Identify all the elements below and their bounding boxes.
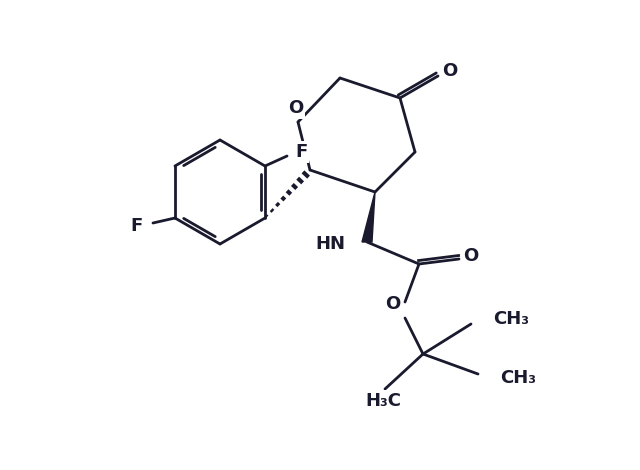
Text: F: F — [295, 143, 307, 161]
Text: O: O — [383, 301, 399, 319]
Text: F: F — [131, 217, 143, 235]
Text: O: O — [289, 99, 303, 117]
Text: CH₃: CH₃ — [493, 310, 529, 328]
Text: O: O — [385, 295, 401, 313]
Text: O: O — [463, 247, 479, 265]
Text: H₃C: H₃C — [365, 392, 401, 410]
Text: CH₃: CH₃ — [500, 369, 536, 387]
Text: HN: HN — [315, 235, 345, 253]
Polygon shape — [362, 192, 375, 242]
Text: O: O — [442, 62, 458, 80]
